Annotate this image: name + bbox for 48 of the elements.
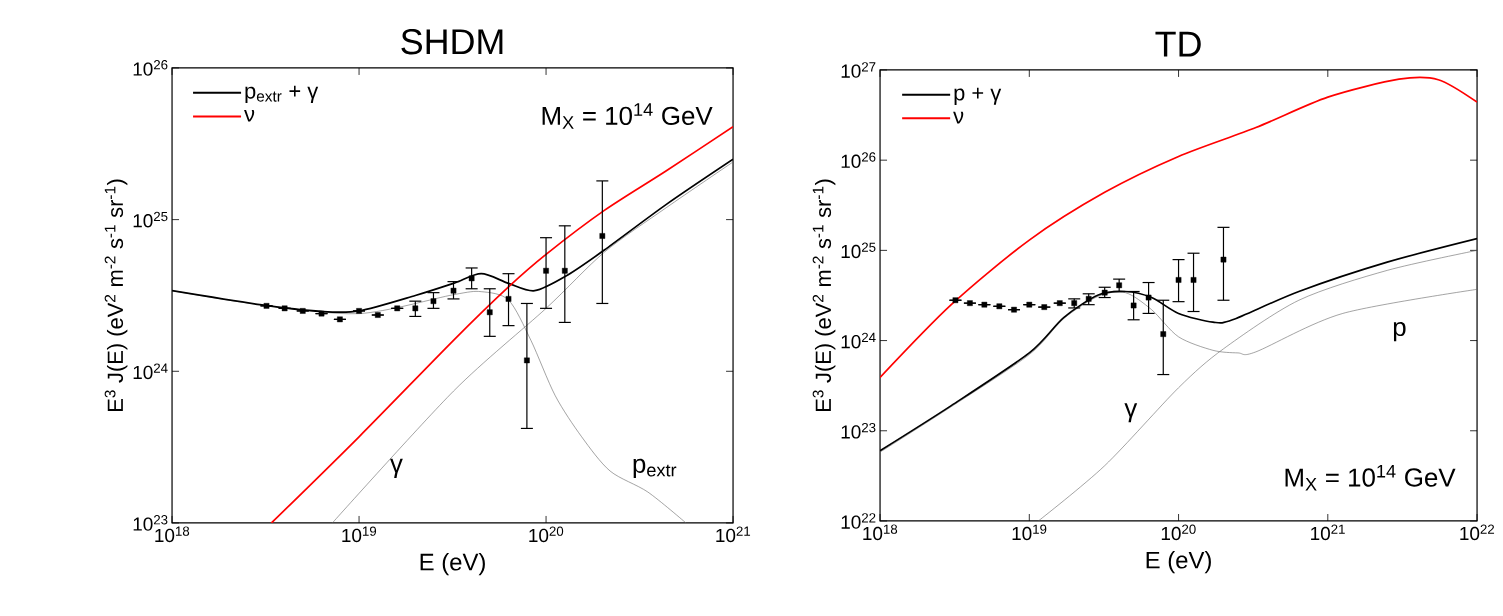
point xyxy=(412,305,419,312)
point xyxy=(1160,331,1167,337)
point xyxy=(1175,277,1182,283)
y-tick-label: 10$^{24}$ xyxy=(133,363,168,380)
text: E$^{3}$ J(E) (eV$^{2}$ m$^{-2}$ s$^{-1}$ sr$^{-1}$) xyxy=(812,179,836,411)
x-tick-label: 10$^{18}$ xyxy=(863,524,898,541)
x-tick-label: 10$^{19}$ xyxy=(1012,524,1047,541)
x-tick-label: 10$^{22}$ xyxy=(1460,524,1495,541)
x-tick-label: 10$^{21}$ xyxy=(716,526,751,543)
chart-title: SHDM xyxy=(401,29,503,55)
x-tick-label: 10$^{18}$ xyxy=(155,526,190,543)
annotation: M$_{X}$ = 10$^{14}$ GeV xyxy=(1285,464,1456,491)
annotation: p$_{extr}$ xyxy=(633,458,677,479)
y-tick-label: 10$^{26}$ xyxy=(841,152,876,169)
legend-label: ν xyxy=(953,111,964,124)
legend-label: p$_{extr}$ + γ xyxy=(245,85,319,103)
point xyxy=(430,298,437,304)
point xyxy=(468,275,475,282)
x-tick-label: 10$^{20}$ xyxy=(529,526,564,543)
legend-label: p + γ xyxy=(954,87,1002,105)
point xyxy=(562,267,568,274)
chart-title: TD xyxy=(1155,31,1201,57)
point xyxy=(505,296,512,302)
x-tick-label: 10$^{20}$ xyxy=(1161,524,1196,541)
y-tick-label: 10$^{25}$ xyxy=(133,211,168,228)
text: E$^{3}$ J(E) (eV$^{2}$ m$^{-2}$ s$^{-1}$ sr$^{-1}$) xyxy=(104,179,128,411)
point xyxy=(450,287,457,294)
point xyxy=(1116,282,1122,289)
annotation: p xyxy=(1393,321,1406,342)
legend-label: ν xyxy=(244,109,255,122)
annotation: M$_{X}$ = 10$^{14}$ GeV xyxy=(542,103,713,129)
point xyxy=(486,309,493,316)
x-tick-label: 10$^{21}$ xyxy=(1311,524,1345,541)
y-tick-label: 10$^{23}$ xyxy=(841,422,876,439)
y-tick-label: 10$^{25}$ xyxy=(841,242,876,259)
x-axis-title: E (eV) xyxy=(1146,551,1211,574)
y-tick-label: 10$^{24}$ xyxy=(841,332,876,349)
point xyxy=(1145,294,1152,301)
point xyxy=(524,357,530,364)
y-tick-label: 10$^{27}$ xyxy=(841,62,876,78)
x-tick-label: 10$^{19}$ xyxy=(342,526,377,543)
point xyxy=(1130,302,1137,309)
y-tick-label: 10$^{26}$ xyxy=(133,60,168,76)
x-axis-title: E (eV) xyxy=(420,552,485,576)
point xyxy=(543,267,549,274)
annotation: γ xyxy=(390,458,403,478)
point xyxy=(1190,277,1197,283)
annotation: γ xyxy=(1124,403,1138,423)
